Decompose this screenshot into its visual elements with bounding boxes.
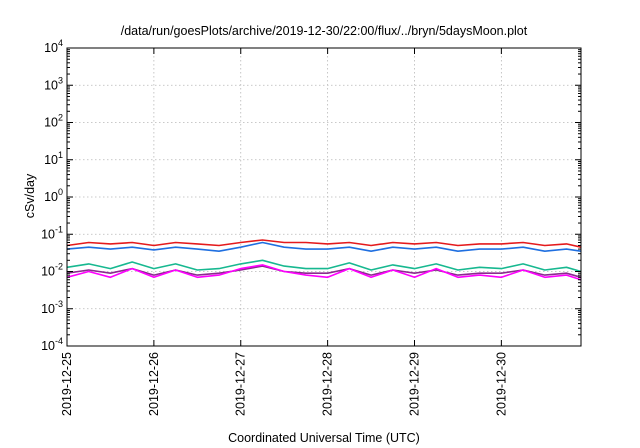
- grid-layer: [67, 48, 581, 346]
- x-tick-label: 2019-12-29: [407, 352, 421, 416]
- series-line-1: [66, 239, 582, 248]
- y-tick-label: 10-4: [41, 336, 63, 353]
- y-tick-label: 103: [44, 75, 63, 92]
- axis-layer: 10-4 10-3 10-2 10-1 100 101 102 103 104 2019-12-2…: [41, 38, 582, 416]
- series-line-5: [66, 264, 582, 281]
- y-tick-label: 100: [44, 187, 63, 204]
- y-tick-label: 10-1: [41, 224, 63, 241]
- plot-frame: [66, 47, 582, 347]
- x-tick-label: 2019-12-25: [60, 352, 74, 416]
- x-tick-label: 2019-12-30: [494, 352, 508, 416]
- y-tick-label: 10-2: [41, 262, 63, 279]
- series-layer: [66, 239, 582, 281]
- x-tick-label: 2019-12-28: [321, 352, 335, 416]
- x-tick-label: 2019-12-27: [234, 352, 248, 416]
- y-tick-label: 102: [44, 113, 63, 130]
- y-axis-label: cSv/day: [23, 173, 37, 218]
- y-tick-label: 10-3: [41, 299, 63, 316]
- y-tick-label: 101: [44, 150, 63, 167]
- chart-title: /data/run/goesPlots/archive/2019-12-30/2…: [121, 24, 528, 38]
- series-line-2: [66, 241, 582, 252]
- y-tick-label: 104: [44, 38, 63, 55]
- series-line-4: [66, 265, 582, 279]
- series-line-3: [66, 259, 582, 273]
- x-axis-label: Coordinated Universal Time (UTC): [228, 431, 420, 445]
- x-tick-label: 2019-12-26: [147, 352, 161, 416]
